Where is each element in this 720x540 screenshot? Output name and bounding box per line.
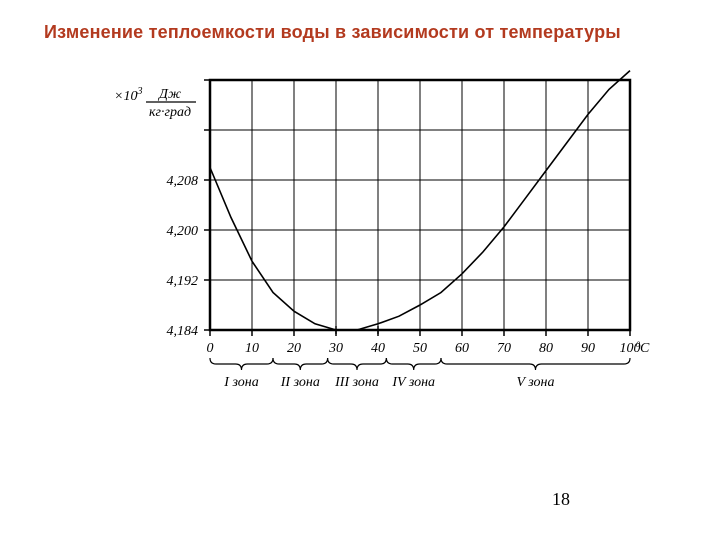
svg-text:Дж: Дж: [157, 87, 181, 102]
svg-text:4,184: 4,184: [167, 324, 199, 339]
svg-text:20: 20: [287, 341, 301, 356]
svg-text:×103: ×103: [114, 86, 142, 104]
svg-text:90: 90: [581, 341, 595, 356]
svg-text:II зона: II зона: [280, 375, 320, 390]
page-number: 18: [552, 489, 570, 510]
svg-text:50: 50: [413, 341, 427, 356]
page-title: Изменение теплоемкости воды в зависимост…: [44, 22, 621, 43]
heat-capacity-chart: 4,184 4,192 4,200 4,208 ×103 Дж кг·град 0 10 20 30…: [100, 60, 660, 440]
svg-text:40: 40: [371, 341, 385, 356]
svg-text:70: 70: [497, 341, 511, 356]
svg-text:4,200: 4,200: [167, 224, 199, 239]
svg-text:I зона: I зона: [223, 375, 258, 390]
svg-text:0: 0: [207, 341, 214, 356]
svg-text:60: 60: [455, 341, 469, 356]
svg-text:80: 80: [539, 341, 553, 356]
svg-text:30: 30: [328, 341, 343, 356]
svg-text:III зона: III зона: [334, 375, 379, 390]
svg-text:4,208: 4,208: [167, 174, 199, 189]
svg-text:IV зона: IV зона: [391, 375, 435, 390]
svg-text:V зона: V зона: [516, 375, 554, 390]
svg-text:10: 10: [245, 341, 259, 356]
svg-text:4,192: 4,192: [167, 274, 199, 289]
svg-text:кг·град: кг·град: [149, 105, 191, 120]
